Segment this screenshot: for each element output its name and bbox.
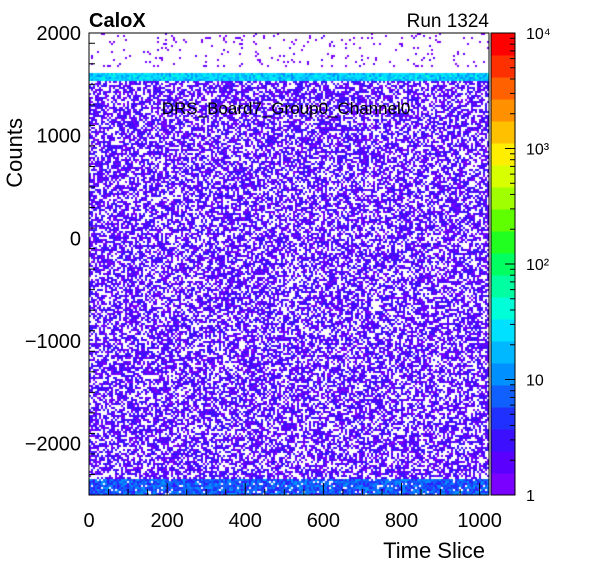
color-scale-segment (491, 473, 515, 496)
color-scale-segment (491, 187, 515, 210)
color-scale-segment (491, 55, 515, 78)
color-scale-segment (491, 99, 515, 122)
x-tick-label: 400 (229, 510, 262, 532)
color-scale-segment (491, 319, 515, 342)
heatmap-cells (89, 33, 489, 495)
color-scale-label: 10 (526, 373, 544, 390)
color-scale-segment (491, 275, 515, 298)
color-scale-label: 10³ (526, 142, 550, 159)
x-tick-label: 0 (83, 510, 94, 532)
color-scale-segment (491, 77, 515, 100)
color-scale-segment (491, 231, 515, 254)
histogram-title: DRS_Board7_Group0_Channel0 (162, 99, 411, 118)
color-scale-label: 10⁴ (526, 26, 551, 43)
y-tick-label: 0 (70, 228, 81, 250)
color-scale-segment (491, 297, 515, 320)
color-scale-segment (491, 429, 515, 452)
y-tick-label: −1000 (25, 331, 81, 353)
color-scale-segment (491, 33, 515, 56)
color-scale-label: 1 (526, 488, 535, 505)
color-scale-segment (491, 341, 515, 364)
plot-frame (88, 32, 490, 496)
color-scale-segment (491, 407, 515, 430)
color-scale-segment (491, 363, 515, 386)
color-scale-segment (491, 165, 515, 188)
color-scale-segment (491, 209, 515, 232)
x-tick-label: 200 (150, 510, 183, 532)
y-tick-label: 1000 (37, 126, 82, 148)
y-axis: −2000 −1000 0 1000 2000 (25, 23, 95, 496)
experiment-label: CaloX (89, 10, 146, 32)
x-tick-label: 600 (307, 510, 340, 532)
color-scale-label: 10² (526, 257, 550, 274)
y-axis-label: Counts (2, 118, 27, 188)
x-axis-label: Time Slice (383, 538, 485, 563)
color-scale-segment (491, 385, 515, 408)
x-axis: 0 200 400 600 800 1000 (83, 483, 502, 532)
x-tick-label: 1000 (457, 510, 502, 532)
color-scale-segment (491, 121, 515, 144)
color-scale-segment (491, 253, 515, 276)
plot-area (89, 33, 489, 495)
color-scale-segment (491, 451, 515, 474)
color-scale-bar: 1 10 10² 10³ 10⁴ (490, 26, 551, 505)
y-tick-label: 2000 (37, 23, 82, 45)
x-tick-label: 800 (385, 510, 418, 532)
y-tick-label: −2000 (25, 434, 81, 456)
run-label: Run 1324 (407, 11, 490, 32)
